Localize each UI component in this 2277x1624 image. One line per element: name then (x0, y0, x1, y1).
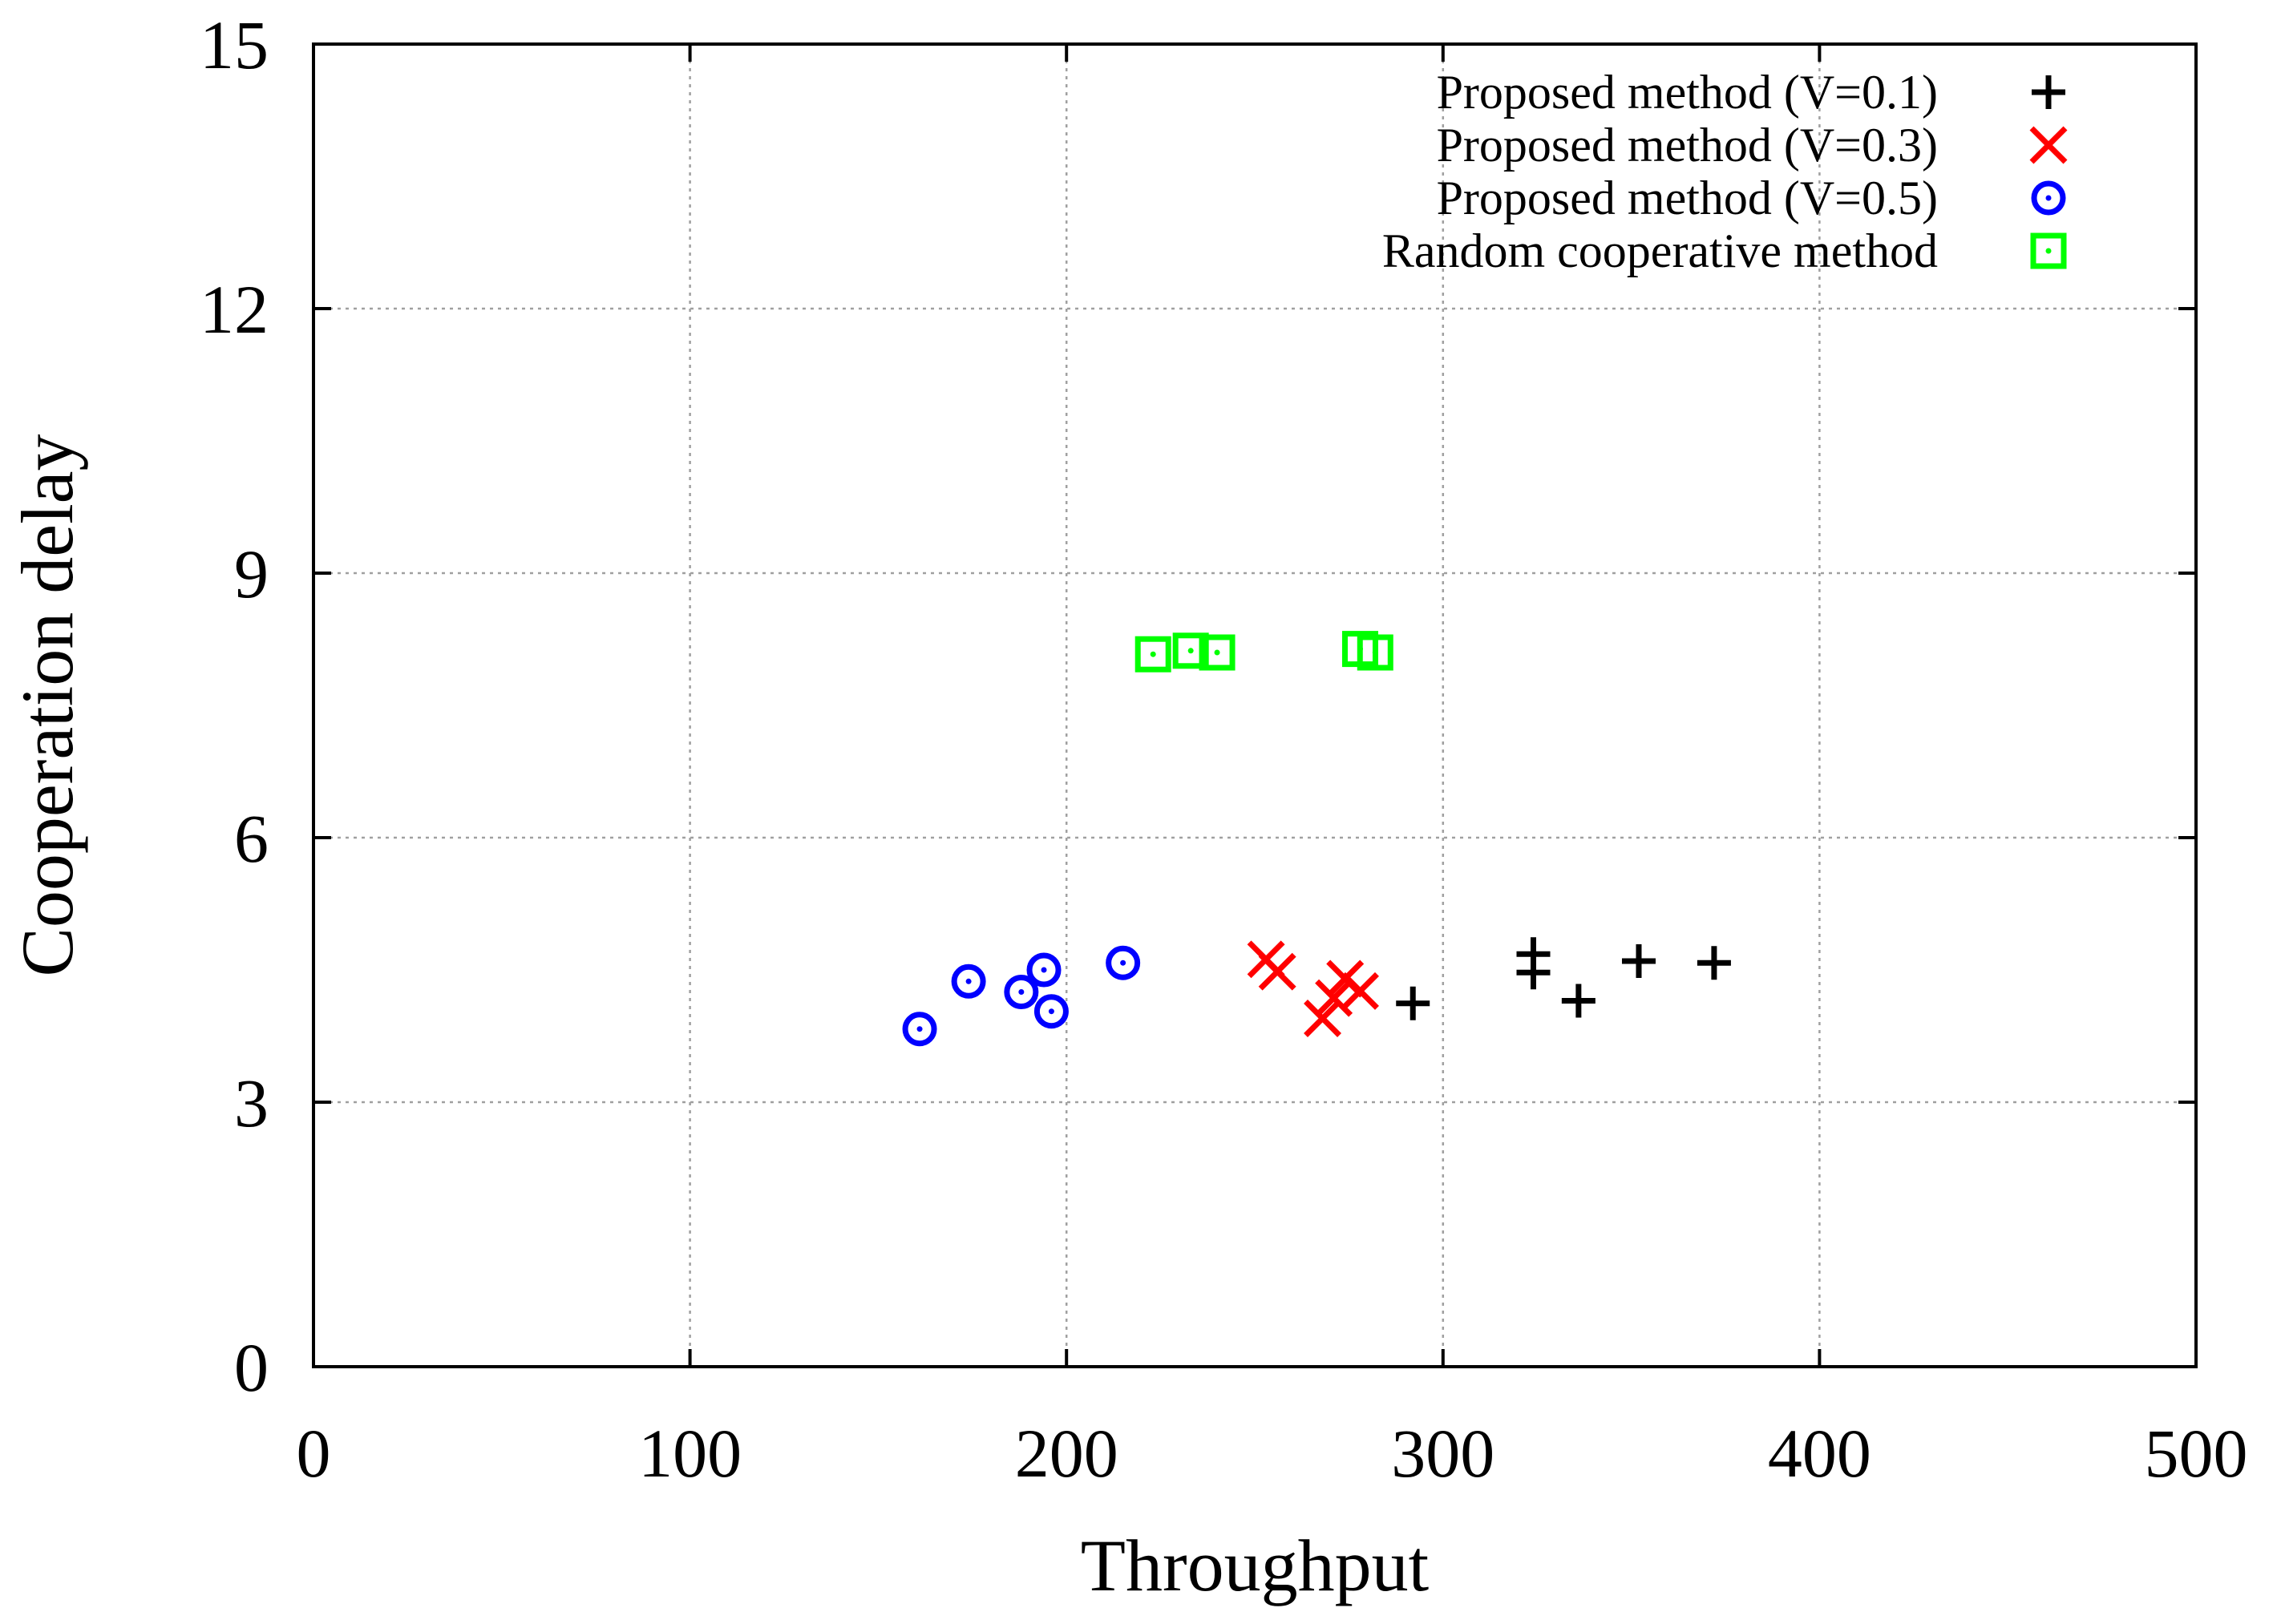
data-point (1172, 632, 1209, 669)
y-axis-label: Cooperation delay (6, 434, 88, 976)
y-tick-label: 12 (200, 271, 269, 348)
data-point (1516, 955, 1551, 990)
x-tick-label: 300 (1391, 1415, 1494, 1492)
y-tick-label: 15 (200, 6, 269, 83)
series-4 (1134, 631, 1393, 673)
x-tick-label: 200 (1015, 1415, 1118, 1492)
data-point (1396, 986, 1430, 1020)
data-point (1199, 634, 1236, 671)
x-axis-label: Throughput (1081, 1525, 1430, 1606)
legend-label: Proposed method (V=0.1) (1437, 66, 1938, 119)
data-point (1341, 972, 1379, 1010)
legend-item: Random cooperative method (1382, 224, 2067, 277)
legend-item: Proposed method (V=0.3) (1437, 119, 2068, 172)
data-point (1304, 1000, 1342, 1037)
x-tick-label: 500 (2145, 1415, 2248, 1492)
data-point (1106, 945, 1141, 980)
plot-frame (312, 42, 2198, 1368)
grid-lines (313, 44, 2196, 1367)
data-point (951, 963, 986, 999)
legend-label: Proposed method (V=0.5) (1437, 172, 1938, 224)
data-point (1561, 984, 1596, 1018)
axis-ticks: 0 100 200 300 400 500 0 3 6 9 12 15 (200, 6, 2248, 1492)
data-point (1033, 994, 1069, 1029)
y-tick-label: 3 (234, 1064, 269, 1141)
legend-marker (2029, 126, 2068, 164)
series-2 (1247, 940, 1379, 1037)
data-point (1134, 636, 1171, 673)
legend-marker (2031, 180, 2066, 216)
legend-marker (2030, 232, 2067, 269)
y-tick-label: 6 (234, 800, 269, 877)
y-tick-label: 9 (234, 535, 269, 612)
legend-item: Proposed method (V=0.1) (1437, 66, 2065, 119)
x-tick-label: 400 (1768, 1415, 1871, 1492)
legend-marker (2032, 75, 2065, 109)
x-tick-label: 0 (297, 1415, 331, 1492)
legend: Proposed method (V=0.1)Proposed method (… (1382, 66, 2068, 277)
legend-label: Random cooperative method (1382, 224, 1938, 277)
series-1 (1396, 937, 1731, 1020)
legend-label: Proposed method (V=0.3) (1437, 119, 1938, 172)
data-point (1357, 634, 1393, 671)
data-point (902, 1012, 937, 1047)
data-point (1621, 944, 1656, 978)
x-tick-label: 100 (638, 1415, 742, 1492)
data-point (1026, 952, 1062, 988)
y-tick-label: 0 (234, 1329, 269, 1406)
legend-item: Proposed method (V=0.5) (1437, 172, 2066, 224)
data-point (1004, 975, 1039, 1009)
data-point (1697, 946, 1731, 980)
data-point (1258, 952, 1296, 991)
series-3 (902, 945, 1141, 1047)
data-points (902, 631, 1731, 1047)
